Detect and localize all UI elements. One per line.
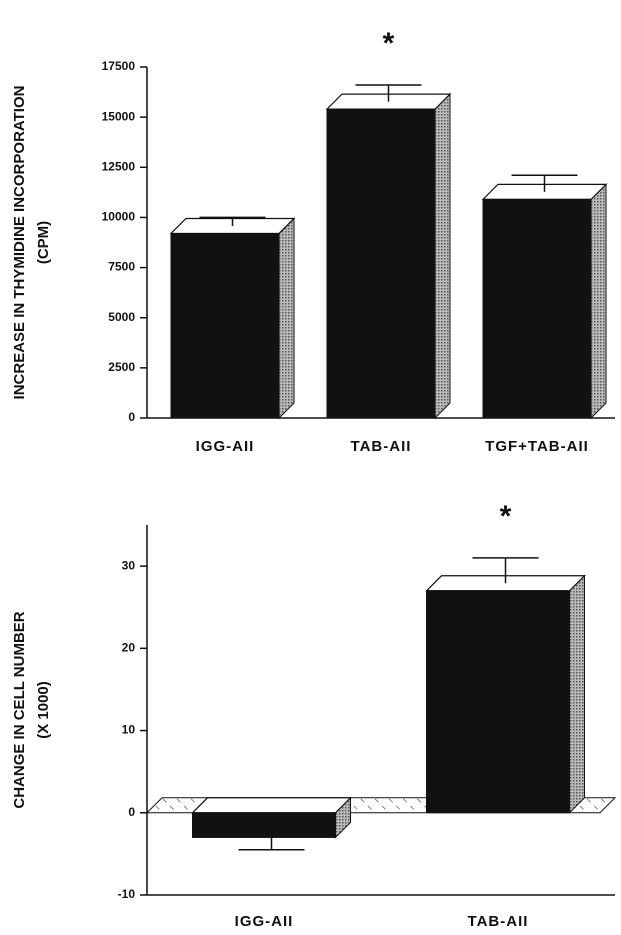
y-axis-label: (CPM) [35,221,52,264]
bar-front [192,812,336,838]
y-tick-label: 5000 [108,310,135,324]
y-tick-label: 12500 [102,159,136,173]
x-tick-label: TGF+TAB-AII [485,438,589,455]
x-tick-label: IGG-AII [196,438,255,455]
y-axis-label: CHANGE IN CELL NUMBER [11,611,28,808]
annotation: * [500,500,512,533]
y-tick-label: 20 [122,641,136,655]
bar-side [590,183,607,420]
bar [169,217,296,420]
bar [481,183,608,420]
bar [425,574,586,814]
error-bar [472,557,539,584]
y-tick-label: 10 [122,723,136,737]
bar-top [191,797,352,814]
x-tick-label: IGG-AII [235,913,294,930]
x-tick-label: TAB-AII [351,438,412,455]
bar-front [170,232,280,419]
bar-side [434,92,451,420]
y-tick-label: 7500 [108,260,135,274]
error-bar [355,84,422,102]
y-tick-label: 17500 [102,59,136,73]
y-tick-label: -10 [118,887,136,901]
y-axis-label: (X 1000) [35,681,52,739]
y-tick-label: 0 [128,805,135,819]
bar-side [278,217,295,420]
y-axis-label: INCREASE IN THYMIDINE INCORPORATION [11,86,28,400]
x-tick-label: TAB-AII [468,913,529,930]
bar [191,796,352,839]
annotation: * [383,27,395,60]
y-tick-label: 30 [122,558,136,572]
bar-front [482,198,592,419]
error-bar [199,216,266,226]
y-tick-label: 0 [128,410,135,424]
y-tick-label: 15000 [102,109,136,123]
bar-side [569,574,585,814]
y-tick-label: 10000 [102,210,136,224]
error-bar [511,174,578,192]
bar-front [426,590,570,814]
error-bar [238,837,305,851]
bar-front [326,108,436,419]
y-tick-label: 2500 [108,360,135,374]
bar [325,92,452,420]
